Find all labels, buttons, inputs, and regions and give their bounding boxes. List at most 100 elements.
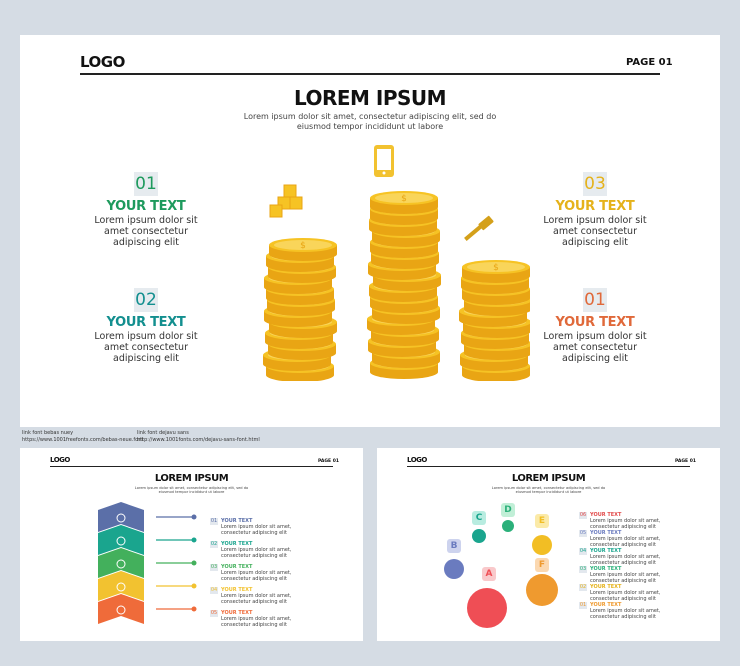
- thumbnail-slide-left[interactable]: LOGO PAGE 01 LOREM IPSUM Lorem ipsum dol…: [20, 448, 363, 641]
- cubes-icon: [266, 184, 303, 218]
- item-text: Lorem ipsum dolor sit amet,: [221, 547, 292, 553]
- footnote-left: link font bebas nuey https://www.1001fre…: [22, 430, 143, 444]
- bubble-label: F: [535, 558, 549, 572]
- chevron-shape: [98, 502, 144, 532]
- block-text-1: Lorem ipsum dolor sit: [94, 215, 198, 226]
- item-text: Lorem ipsum dolor sit amet,: [590, 536, 661, 542]
- item-text: consectetur adipiscing elit: [590, 578, 656, 584]
- subtitle-line-1: Lorem ipsum dolor sit amet, consectetur …: [134, 486, 249, 490]
- bubble-circle: [502, 520, 514, 532]
- block-text-2: amet consectetur: [553, 226, 637, 237]
- item-title: YOUR TEXT: [590, 530, 622, 536]
- header-rule: [80, 73, 660, 75]
- item-text: consectetur adipiscing elit: [590, 560, 656, 566]
- item-title: YOUR TEXT: [590, 512, 622, 518]
- bubble-label: B: [447, 539, 461, 553]
- block-label: YOUR TEXT: [106, 315, 186, 330]
- item-text: Lorem ipsum dolor sit amet,: [221, 570, 292, 576]
- logo: LOGO: [407, 456, 427, 464]
- item-number: 04: [579, 548, 587, 555]
- block-text-1: Lorem ipsum dolor sit: [543, 215, 647, 226]
- main-slide[interactable]: LOGO PAGE 01 LOREM IPSUM Lorem ipsum dol…: [20, 35, 720, 427]
- item-number: 04: [210, 587, 218, 594]
- page-number: PAGE 01: [626, 57, 673, 68]
- bubble-circle: [526, 574, 558, 606]
- block-text-3: adipiscing elit: [113, 353, 179, 364]
- item-text: consectetur adipiscing elit: [590, 596, 656, 602]
- chevron-shape: [98, 525, 144, 555]
- item-icon: [116, 513, 126, 523]
- block-label: YOUR TEXT: [106, 199, 186, 214]
- item-text: Lorem ipsum dolor sit amet,: [590, 590, 661, 596]
- coin-stack-left: $: [263, 238, 337, 381]
- connector-dot: [191, 583, 197, 589]
- item-text: consectetur adipiscing elit: [221, 553, 287, 559]
- item-text: consectetur adipiscing elit: [221, 576, 287, 582]
- item-text: consectetur adipiscing elit: [590, 542, 656, 548]
- item-icon: [116, 559, 126, 569]
- header-rule: [407, 466, 690, 467]
- item-number: 02: [579, 584, 587, 591]
- subtitle-line-1: Lorem ipsum dolor sit amet, consectetur …: [491, 486, 606, 490]
- chevron-shape: [98, 548, 144, 578]
- item-title: YOUR TEXT: [590, 548, 622, 554]
- block-text-2: amet consectetur: [104, 226, 188, 237]
- item-title: YOUR TEXT: [221, 541, 253, 547]
- item-title: YOUR TEXT: [221, 587, 253, 593]
- bubble-circle: [532, 535, 552, 555]
- connector-dot: [191, 514, 197, 520]
- item-title: YOUR TEXT: [221, 610, 253, 616]
- item-text: Lorem ipsum dolor sit amet,: [221, 593, 292, 599]
- coin: $: [462, 260, 530, 283]
- item-text: Lorem ipsum dolor sit amet,: [590, 608, 661, 614]
- footnote-left-link[interactable]: https://www.1001freefonts.com/bebas-neue…: [22, 437, 144, 443]
- gavel-icon: [464, 215, 494, 241]
- coin-stacks-illustration: $ $ $: [263, 145, 530, 381]
- block-number: 03: [583, 172, 607, 196]
- block-text-3: adipiscing elit: [562, 353, 628, 364]
- block-text-1: Lorem ipsum dolor sit: [94, 331, 198, 342]
- dollar-sign: $: [493, 263, 499, 273]
- item-text: Lorem ipsum dolor sit amet,: [590, 572, 661, 578]
- block-text-2: amet consectetur: [104, 342, 188, 353]
- coin: $: [269, 238, 337, 261]
- bubble-circle: [467, 588, 507, 628]
- item-number: 05: [579, 530, 587, 537]
- phone-icon: [374, 145, 394, 177]
- item-number: 01: [210, 518, 218, 525]
- footnote-left-line1: link font bebas nuey: [22, 430, 74, 436]
- item-text: consectetur adipiscing elit: [221, 622, 287, 628]
- coin: $: [370, 191, 438, 214]
- item-text: consectetur adipiscing elit: [590, 614, 656, 620]
- item-icon: [116, 582, 126, 592]
- bubble-label: A: [482, 567, 496, 581]
- block-text-3: adipiscing elit: [562, 237, 628, 248]
- block-text-3: adipiscing elit: [113, 237, 179, 248]
- item-title: YOUR TEXT: [590, 566, 622, 572]
- block-text-2: amet consectetur: [553, 342, 637, 353]
- page-title: LOREM IPSUM: [511, 473, 586, 484]
- block-number: 01: [134, 172, 158, 196]
- subtitle-line-2: eiusmod tempor incididunt ut labore: [515, 490, 582, 494]
- item-text: Lorem ipsum dolor sit amet,: [221, 616, 292, 622]
- header-rule: [50, 466, 333, 467]
- thumbnail-slide-right[interactable]: LOGO PAGE 01 LOREM IPSUM Lorem ipsum dol…: [377, 448, 720, 641]
- page-title: LOREM IPSUM: [293, 86, 447, 110]
- item-text: Lorem ipsum dolor sit amet,: [221, 524, 292, 530]
- coin-stack-right: $: [459, 260, 530, 381]
- item-title: YOUR TEXT: [221, 564, 253, 570]
- page-number: PAGE 01: [318, 459, 339, 464]
- connector-dot: [191, 560, 197, 566]
- logo: LOGO: [80, 53, 125, 71]
- block-label: YOUR TEXT: [555, 199, 635, 214]
- footnote-right-link[interactable]: http://www.1001fonts.com/dejavu-sans-fon…: [137, 437, 260, 443]
- bubble-label: C: [472, 511, 486, 525]
- dollar-sign: $: [401, 194, 407, 204]
- bubble-label: D: [501, 503, 515, 517]
- item-number: 05: [210, 610, 218, 617]
- subtitle-line-2: eiusmod tempor incididunt ut labore: [158, 490, 225, 494]
- item-icon: [116, 605, 126, 615]
- subtitle-line-1: Lorem ipsum dolor sit amet, consectetur …: [243, 112, 497, 121]
- item-number: 02: [210, 541, 218, 548]
- item-number: 01: [579, 602, 587, 609]
